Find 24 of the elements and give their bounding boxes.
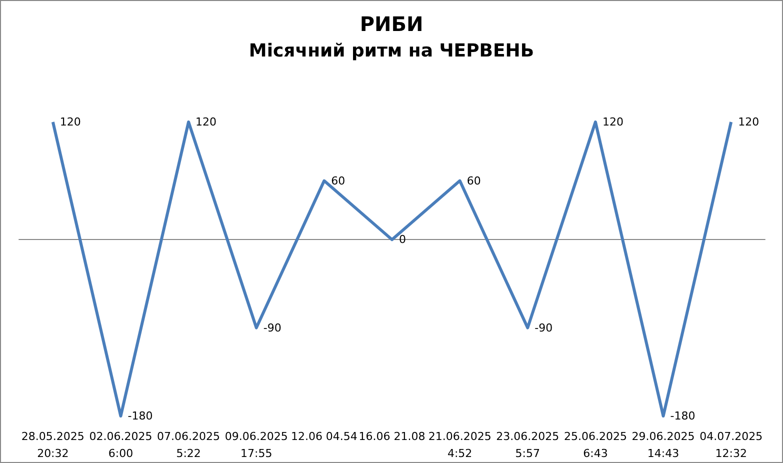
data-label: 120: [602, 116, 624, 128]
data-label: 120: [60, 116, 81, 128]
x-tick-label: 16.06 21.08: [358, 430, 426, 443]
chart-title: РИБИ: [360, 12, 424, 36]
data-label: 120: [196, 116, 217, 128]
x-tick-label: 29.06.2025 14:43: [632, 430, 695, 460]
data-label: -90: [534, 321, 553, 334]
x-tick-label: 23.06.2025 5:57: [496, 430, 560, 460]
data-label: 60: [466, 174, 481, 188]
data-label: -180: [670, 410, 696, 422]
data-label: 60: [331, 174, 346, 188]
data-label: 120: [738, 116, 760, 128]
x-tick-label: 21.06.2025 4:52: [428, 430, 492, 460]
x-tick-label: 02.06.2025 6:00: [89, 430, 152, 460]
x-tick-label: 09.06.2025 17:55: [224, 430, 288, 460]
data-label: 0: [399, 233, 406, 246]
data-label: -180: [128, 410, 153, 422]
x-tick-label: 12.06 04.54: [290, 430, 358, 443]
x-tick-label: 25.06.2025 6:43: [564, 430, 627, 460]
x-tick-label: 28.05.2025 20:32: [21, 430, 84, 460]
data-label: -90: [263, 321, 282, 334]
chart-subtitle: Місячний ритм на ЧЕРВЕНЬ: [248, 40, 534, 62]
x-tick-label: 07.06.2025 5:22: [157, 430, 220, 460]
x-tick-label: 04.07.2025 12:32: [700, 430, 763, 460]
